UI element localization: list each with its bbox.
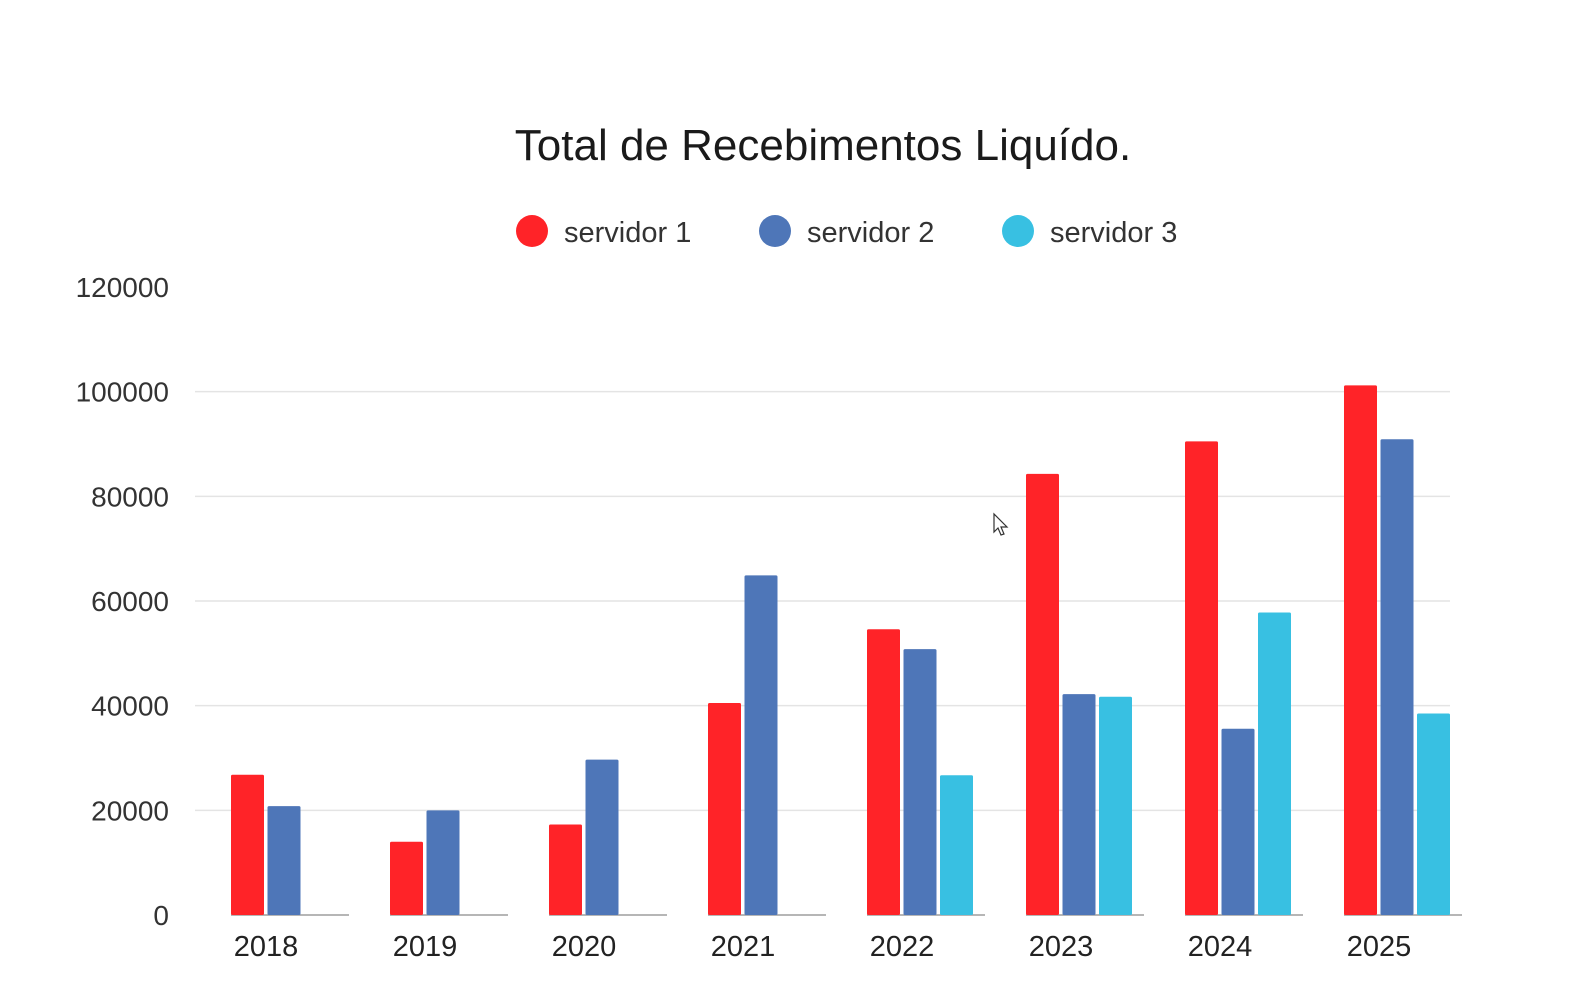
bar-servidor-3-2022[interactable] (940, 775, 973, 915)
x-tick-label: 2023 (1029, 931, 1094, 963)
bar-servidor-2-2023[interactable] (1062, 694, 1096, 915)
bar-servidor-1-2025[interactable] (1344, 385, 1377, 915)
bar-servidor-2-2024[interactable] (1221, 728, 1255, 915)
bar-servidor-2-2020[interactable] (585, 759, 619, 915)
bar-servidor-2-2022[interactable] (903, 649, 937, 915)
x-tick-label: 2021 (711, 931, 776, 963)
y-tick-label: 60000 (91, 586, 169, 617)
bar-servidor-2-2025[interactable] (1380, 439, 1414, 915)
x-tick-label: 2024 (1188, 931, 1253, 963)
x-tick-label: 2019 (393, 931, 458, 963)
legend-label: servidor 1 (564, 217, 691, 249)
mouse-cursor-icon (993, 512, 1009, 536)
bar-group-2024 (1185, 441, 1291, 915)
bar-group-2021 (708, 575, 778, 915)
bar-group-2025 (1344, 385, 1450, 915)
x-tick-label: 2025 (1347, 931, 1412, 963)
y-tick-label: 0 (153, 900, 169, 931)
bar-servidor-3-2025[interactable] (1417, 713, 1450, 915)
y-tick-label: 120000 (76, 272, 169, 303)
x-axis-ticks: 2018 2019 2020 2021 2022 2023 2024 2025 (234, 931, 1412, 963)
legend: servidor 1 servidor 2 servidor 3 (516, 215, 1177, 249)
x-tick-label: 2020 (552, 931, 617, 963)
bar-group-2020 (549, 759, 619, 915)
bar-servidor-3-2024[interactable] (1258, 612, 1291, 915)
y-tick-label: 20000 (91, 795, 169, 826)
bar-servidor-1-2023[interactable] (1026, 473, 1059, 915)
y-tick-label: 100000 (76, 377, 169, 408)
legend-item[interactable]: servidor 3 (1002, 215, 1177, 249)
bar-servidor-1-2020[interactable] (549, 824, 582, 915)
y-tick-label: 80000 (91, 481, 169, 512)
bar-servidor-2-2018[interactable] (267, 806, 301, 915)
bar-group-2022 (867, 629, 973, 915)
bar-group-2023 (1026, 473, 1132, 915)
legend-item[interactable]: servidor 1 (516, 215, 691, 249)
bars (231, 385, 1450, 915)
bar-group-2019 (390, 810, 460, 915)
bar-servidor-2-2021[interactable] (744, 575, 778, 915)
bar-servidor-1-2022[interactable] (867, 629, 900, 915)
chart-title: Total de Recebimentos Liquído. (515, 121, 1131, 170)
bar-servidor-1-2018[interactable] (231, 774, 264, 915)
bar-servidor-1-2024[interactable] (1185, 441, 1218, 915)
bar-servidor-1-2019[interactable] (390, 841, 423, 915)
legend-item[interactable]: servidor 2 (759, 215, 934, 249)
legend-swatch-icon (1002, 215, 1034, 247)
legend-label: servidor 2 (807, 217, 934, 249)
x-tick-label: 2018 (234, 931, 299, 963)
legend-label: servidor 3 (1050, 217, 1177, 249)
y-tick-label: 40000 (91, 691, 169, 722)
legend-swatch-icon (759, 215, 791, 247)
bar-group-2018 (231, 774, 301, 915)
legend-swatch-icon (516, 215, 548, 247)
bar-servidor-2-2019[interactable] (426, 810, 460, 915)
y-axis-ticks: 0 20000 40000 60000 80000 100000 120000 (76, 272, 169, 931)
bar-servidor-1-2021[interactable] (708, 703, 741, 915)
bar-servidor-3-2023[interactable] (1099, 696, 1132, 915)
x-tick-label: 2022 (870, 931, 935, 963)
